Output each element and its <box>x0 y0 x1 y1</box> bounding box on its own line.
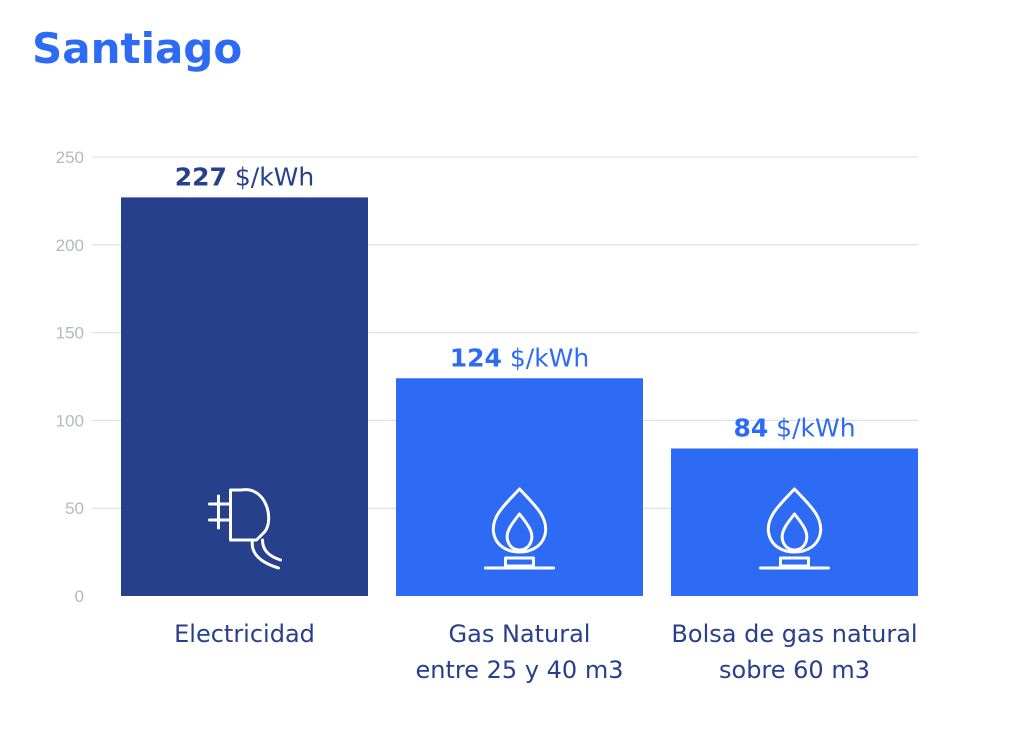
y-tick-label: 250 <box>56 148 84 167</box>
y-tick-label: 0 <box>75 587 84 606</box>
plug-icon <box>208 488 282 570</box>
flame-icon <box>484 487 555 570</box>
category-labels: Electricidad Gas Natural entre 25 y 40 m3 B… <box>174 620 917 684</box>
value-label: 84 $/kWh <box>733 413 855 442</box>
y-tick-label: 200 <box>56 236 84 255</box>
bars <box>121 197 918 596</box>
category-label: Gas Natural entre 25 y 40 m3 <box>416 620 624 684</box>
y-tick-label: 150 <box>56 324 84 343</box>
chart-title: Santiago <box>32 24 243 73</box>
value-label: 124 $/kWh <box>450 343 590 372</box>
y-axis-ticks: 0 50 100 150 200 250 <box>56 148 84 606</box>
value-labels: 227 $/kWh 124 $/kWh 84 $/kWh <box>175 162 856 442</box>
flame-icon <box>759 487 830 570</box>
bar <box>396 378 643 596</box>
category-label: Bolsa de gas natural sobre 60 m3 <box>671 620 917 684</box>
bar <box>121 197 368 596</box>
category-label: Electricidad <box>174 620 315 648</box>
bar <box>671 448 918 596</box>
bar-icons <box>208 487 830 570</box>
value-label: 227 $/kWh <box>175 162 315 191</box>
y-tick-label: 50 <box>65 499 84 518</box>
y-tick-label: 100 <box>56 411 84 430</box>
